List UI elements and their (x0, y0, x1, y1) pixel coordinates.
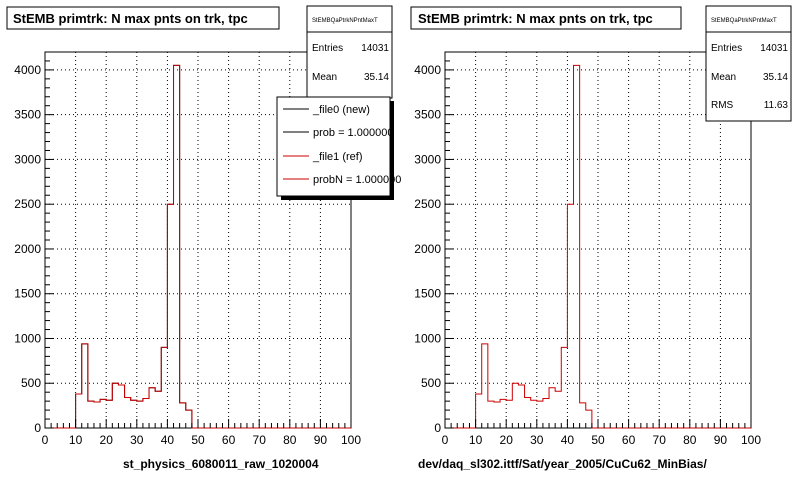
right-y-tick-label: 0 (434, 421, 441, 435)
right-stats-entries-label: Entries (711, 43, 742, 54)
right-stats-mean-value: 35.14 (763, 72, 788, 83)
right-x-tick-label: 0 (442, 433, 449, 447)
right-stats-mean-label: Mean (711, 72, 736, 83)
right-series-0-line (445, 64, 751, 429)
right-title: StEMB primtrk: N max pnts on trk, tpc (418, 11, 653, 26)
left-y-tick-label: 1000 (14, 331, 41, 345)
right-stats-box (705, 5, 792, 122)
right-histogram (445, 64, 751, 429)
right-y-tick-label: 1000 (414, 331, 441, 345)
right-x-tick-label: 20 (500, 433, 514, 447)
right-title-box (410, 6, 682, 30)
right-x-tick-label: 80 (683, 433, 697, 447)
right-y-tick-label: 2500 (414, 197, 441, 211)
left-stats-mean-value: 35.14 (364, 72, 389, 83)
right-y-tick-label: 4000 (414, 63, 441, 77)
right-x-tick-label: 30 (530, 433, 544, 447)
legend-label-1: prob = 1.000000 (313, 127, 393, 139)
right-axes: 0 10 20 30 40 50 60 70 80 90 100050010001500200025… (414, 51, 761, 447)
left-x-tick-label: 60 (222, 433, 236, 447)
left-x-tick-label: 10 (69, 433, 83, 447)
right-x-tick-label: 40 (561, 433, 575, 447)
right-x-tick-label: 90 (714, 433, 728, 447)
right-y-tick-label: 500 (421, 376, 441, 390)
legend-label-3: probN = 1.000000 (313, 174, 401, 186)
left-x-tick-label: 80 (283, 433, 297, 447)
left-stats-entries-value: 14031 (361, 43, 389, 54)
left-series-1-line (45, 64, 351, 429)
left-y-tick-label: 1500 (14, 287, 41, 301)
left-x-tick-label: 100 (341, 433, 361, 447)
legend-label-2: _file1 (ref) (312, 151, 363, 163)
right-stats-rms-label: RMS (711, 100, 734, 111)
left-x-tick-label: 20 (100, 433, 114, 447)
legend-label-0: _file0 (new) (312, 104, 370, 116)
left-y-tick-label: 2000 (14, 242, 41, 256)
right-x-tick-label: 100 (741, 433, 761, 447)
left-panel: 0 10 20 30 40 50 60 70 80 90 100050010001500200025… (6, 5, 401, 471)
right-stats-name: StEMBQaPtrkNPntMaxT (711, 18, 777, 24)
right-x-tick-label: 70 (653, 433, 667, 447)
right-stats-rms-value: 11.63 (764, 100, 789, 111)
right-x-tick-label: 60 (622, 433, 636, 447)
left-title-box (6, 6, 280, 30)
right-grid (445, 52, 751, 428)
left-y-tick-label: 0 (34, 421, 41, 435)
left-y-tick-label: 3500 (14, 108, 41, 122)
right-y-tick-label: 3500 (414, 108, 441, 122)
right-panel: 0 10 20 30 40 50 60 70 80 90 100050010001500200025… (410, 5, 792, 471)
left-x-tick-label: 40 (161, 433, 175, 447)
right-y-tick-label: 2000 (414, 242, 441, 256)
left-x-tick-label: 90 (314, 433, 328, 447)
left-stats-entries-label: Entries (312, 43, 343, 54)
left-y-tick-label: 4000 (14, 63, 41, 77)
left-stats-name: StEMBQaPtrkNPntMaxT (312, 18, 378, 24)
left-y-tick-label: 2500 (14, 197, 41, 211)
left-y-tick-label: 3000 (14, 152, 41, 166)
right-x-tick-label: 50 (591, 433, 605, 447)
left-x-axis-label: st_physics_6080011_raw_1020004 (123, 457, 319, 471)
left-x-tick-label: 30 (130, 433, 144, 447)
right-x-axis-label: dev/daq_sl302.ittf/Sat/year_2005/CuCu62_… (418, 457, 707, 471)
left-y-tick-label: 500 (21, 376, 41, 390)
left-x-tick-label: 70 (253, 433, 267, 447)
right-x-tick-label: 10 (469, 433, 483, 447)
left-x-tick-label: 0 (42, 433, 49, 447)
left-title: StEMB primtrk: N max pnts on trk, tpc (13, 11, 248, 26)
left-axes: 0 10 20 30 40 50 60 70 80 90 100050010001500200025… (14, 51, 361, 447)
left-histogram (45, 64, 351, 429)
left-stats-mean-label: Mean (312, 72, 337, 83)
left-stats-box (306, 5, 393, 99)
right-stats-entries-value: 14031 (760, 43, 788, 54)
left-x-tick-label: 50 (191, 433, 205, 447)
right-y-tick-label: 1500 (414, 287, 441, 301)
right-y-tick-label: 3000 (414, 152, 441, 166)
